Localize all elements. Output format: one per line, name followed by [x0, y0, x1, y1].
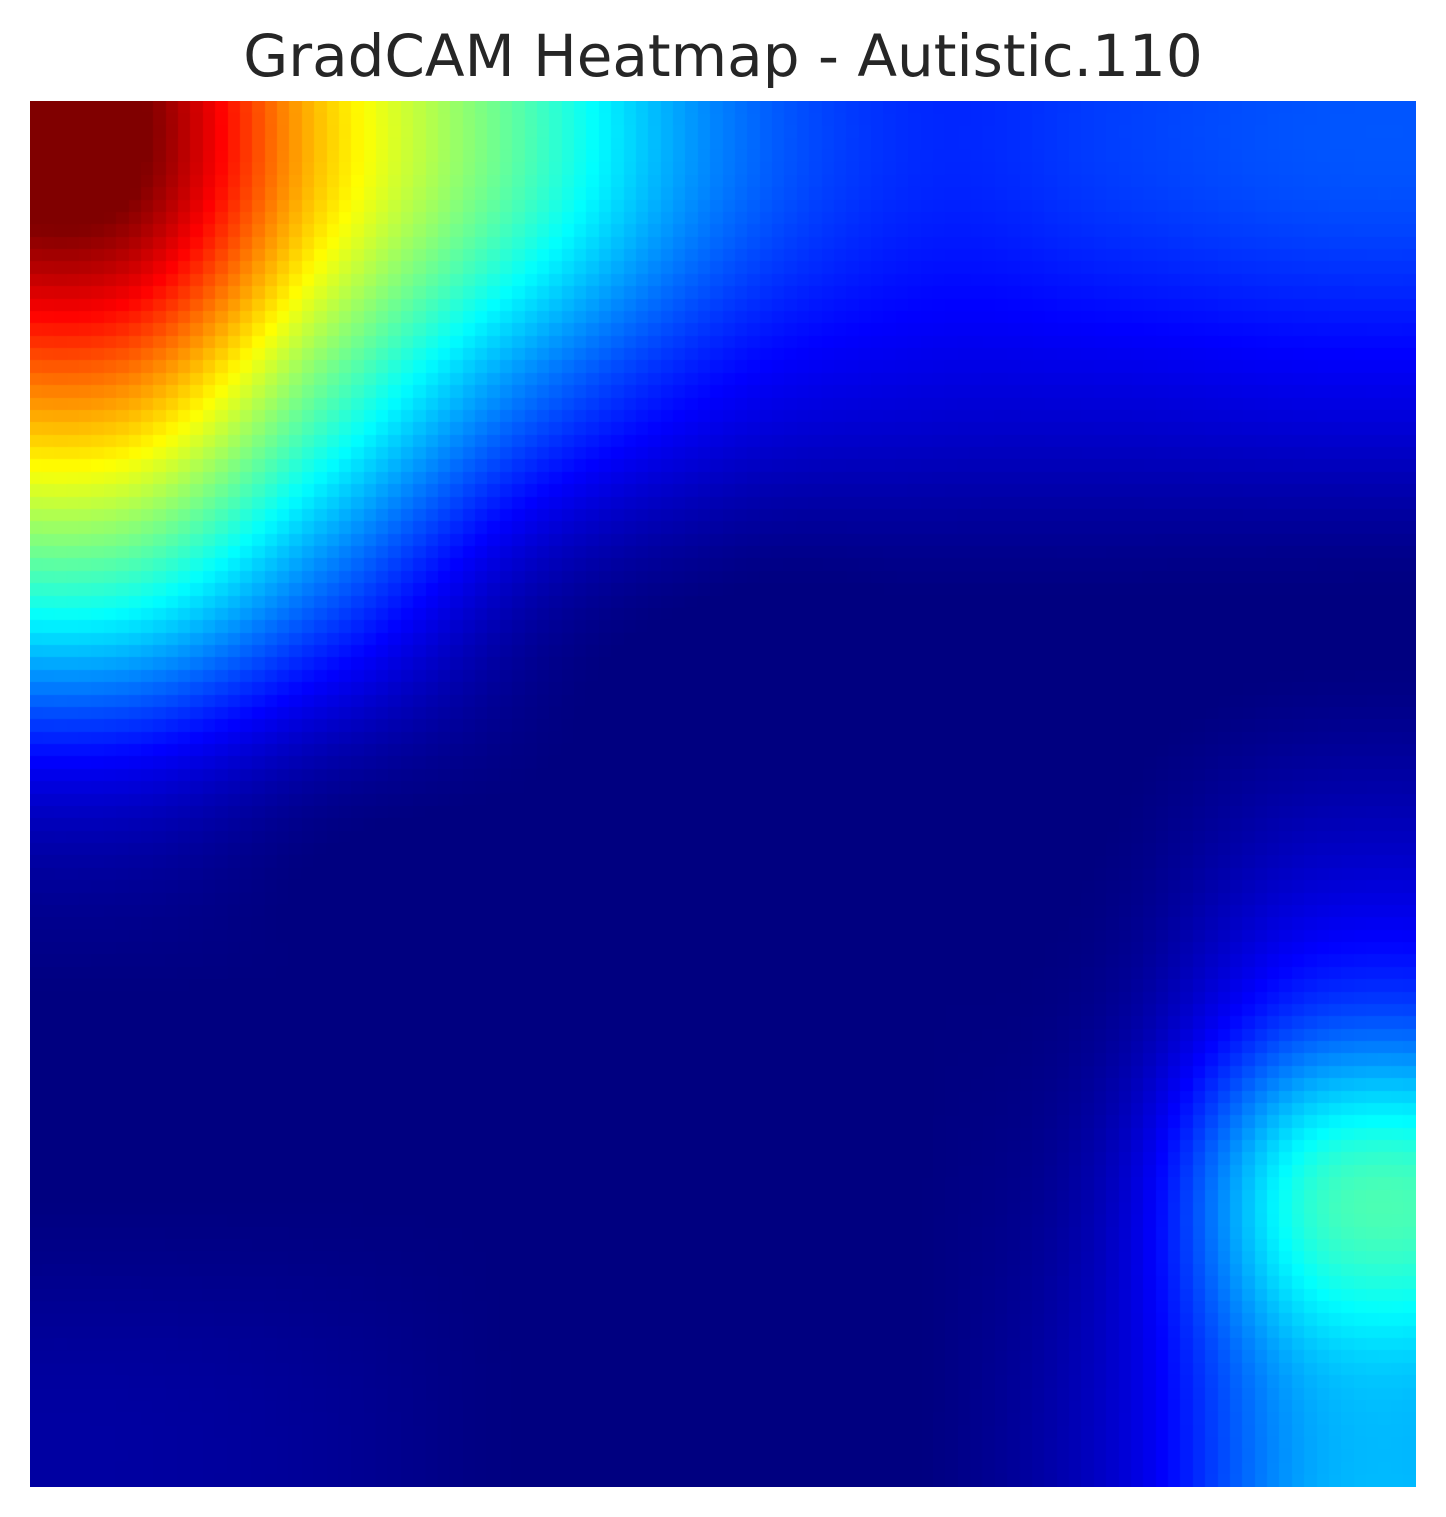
heatmap-plot-area: [30, 101, 1416, 1487]
gradcam-heatmap-canvas: [30, 101, 1416, 1487]
chart-title: GradCAM Heatmap - Autistic.110: [243, 22, 1203, 90]
